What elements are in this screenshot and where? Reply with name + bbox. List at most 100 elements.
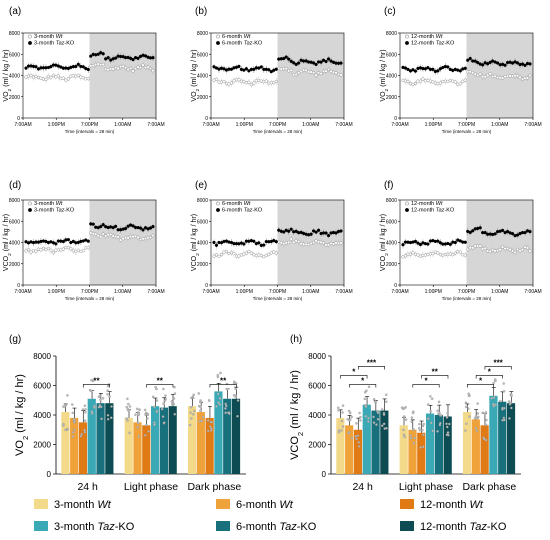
data-point xyxy=(155,410,158,413)
data-point xyxy=(198,420,202,423)
data-point xyxy=(86,239,90,243)
data-point xyxy=(294,229,298,233)
y-tick-label: 2000 xyxy=(197,262,208,268)
bar xyxy=(506,403,516,474)
data-point xyxy=(324,69,328,73)
data-point xyxy=(192,393,196,397)
x-axis-label: Time (intervals = 28 min) xyxy=(253,129,303,134)
data-point xyxy=(236,399,240,402)
legend-label: 12-month Taz-KO xyxy=(411,208,455,214)
data-point xyxy=(436,239,440,243)
data-point xyxy=(287,57,291,61)
data-point xyxy=(83,428,86,432)
data-point xyxy=(188,423,192,427)
data-point xyxy=(128,56,133,60)
data-point xyxy=(367,385,371,389)
data-point xyxy=(314,230,318,234)
bar xyxy=(61,412,70,474)
data-point xyxy=(86,246,90,250)
data-point xyxy=(66,77,70,81)
data-point xyxy=(486,62,490,66)
data-point xyxy=(144,433,147,437)
data-point xyxy=(339,73,343,77)
data-point xyxy=(426,66,430,70)
data-point xyxy=(155,399,159,402)
y-tick-label: 0 xyxy=(17,283,20,289)
y-tick-label: 2000 xyxy=(386,262,397,268)
data-point xyxy=(141,63,145,67)
data-point xyxy=(465,422,468,425)
data-point xyxy=(468,56,472,61)
data-point xyxy=(436,69,440,73)
data-point xyxy=(484,438,488,442)
data-point xyxy=(406,79,410,84)
x-tick-label: 7:00PM xyxy=(81,289,98,295)
data-point xyxy=(476,60,480,65)
y-tick-label: 6000 xyxy=(9,219,20,225)
data-point xyxy=(478,72,482,76)
data-point xyxy=(106,56,110,60)
significance-stars: ** xyxy=(432,367,439,376)
data-point xyxy=(383,427,386,430)
data-point xyxy=(528,73,532,78)
data-point xyxy=(257,241,261,245)
data-point xyxy=(365,389,368,392)
data-point xyxy=(289,59,293,63)
data-point xyxy=(289,68,293,72)
x-tick-label: Dark phase xyxy=(187,481,241,493)
data-point xyxy=(492,381,495,385)
significance-stars: * xyxy=(424,376,428,385)
data-point xyxy=(311,61,316,65)
data-point xyxy=(510,406,513,410)
data-point xyxy=(528,249,532,253)
data-point xyxy=(426,403,430,406)
y-tick-label: 6000 xyxy=(386,219,397,225)
x-axis-label: Time (intervals = 28 min) xyxy=(65,296,115,301)
bar xyxy=(105,403,114,474)
data-point xyxy=(507,400,511,403)
data-point xyxy=(475,429,479,433)
legend-swatch xyxy=(34,499,48,509)
y-axis-label: VO2 (ml / kg / hr) xyxy=(14,374,30,456)
data-point xyxy=(224,249,229,254)
data-point xyxy=(237,78,241,82)
data-point xyxy=(252,81,256,85)
legend-label: 3-month Taz-KO xyxy=(54,521,135,533)
data-point xyxy=(247,249,251,254)
x-tick-label: 7:00AM xyxy=(391,289,408,295)
data-point xyxy=(411,411,415,415)
legend-label: 12-month Wt xyxy=(411,201,443,207)
data-point xyxy=(189,411,192,414)
data-point xyxy=(44,77,48,82)
data-point xyxy=(24,66,28,70)
series-ko xyxy=(212,227,343,249)
bar xyxy=(205,417,214,474)
legend-label: 3-month Wt xyxy=(34,201,63,207)
y-tick-label: 8000 xyxy=(33,352,51,361)
y-axis-label: VO2 (ml / kg / hr) xyxy=(3,49,13,101)
data-point xyxy=(357,441,361,444)
data-point xyxy=(410,416,414,419)
legend-label: 6-month Wt xyxy=(222,34,251,40)
data-point xyxy=(523,230,527,235)
y-tick-label: 4000 xyxy=(386,74,397,80)
legend-label: 12-month Taz-KO xyxy=(411,41,455,47)
bar xyxy=(426,413,435,474)
x-tick-label: 1:00AM xyxy=(302,289,319,295)
data-point xyxy=(29,250,33,254)
x-tick-label: 7:00AM xyxy=(335,122,352,128)
y-tick-label: 0 xyxy=(47,470,52,479)
bar xyxy=(336,417,345,474)
bar xyxy=(371,410,380,474)
data-point xyxy=(284,55,288,59)
data-point xyxy=(92,404,96,408)
y-tick-label: 4000 xyxy=(197,241,208,247)
data-point xyxy=(483,230,487,235)
data-point xyxy=(314,73,318,77)
data-point xyxy=(212,240,216,245)
data-point xyxy=(358,411,361,415)
data-point xyxy=(528,62,532,66)
data-point xyxy=(421,77,425,81)
significance-stars: * xyxy=(488,367,492,376)
data-point xyxy=(341,425,345,428)
